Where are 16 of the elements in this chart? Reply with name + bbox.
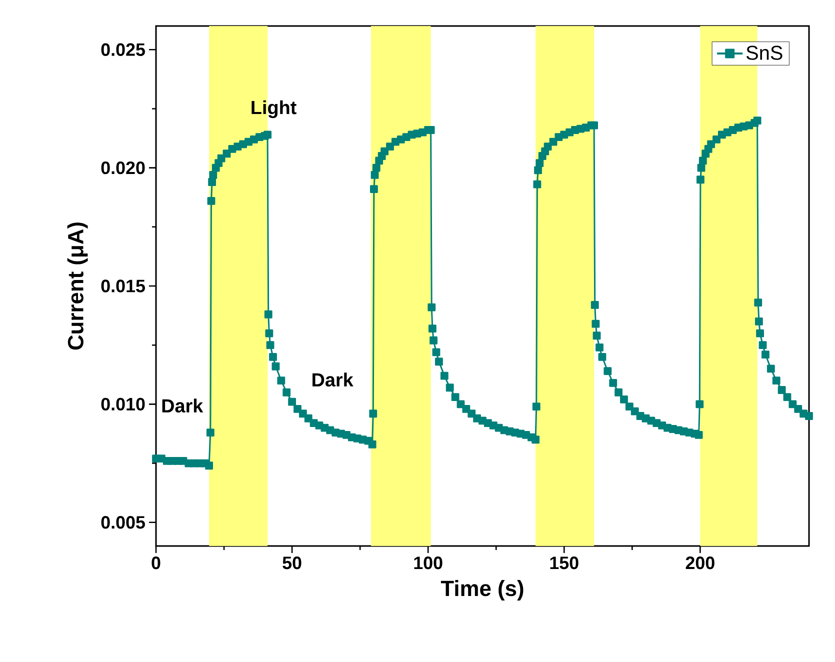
x-tick-label: 150 (550, 556, 578, 570)
x-tick-label: 0 (152, 556, 160, 570)
y-tick-label: 0.015 (101, 280, 145, 292)
annotation: Dark (162, 398, 204, 413)
y-tick-label: 0.005 (101, 516, 145, 529)
y-axis-title: Current (μA) (67, 222, 88, 350)
legend-label: SnS (746, 46, 782, 60)
x-axis-title: Time (s) (440, 580, 524, 600)
annotation: Light (252, 100, 296, 118)
x-tick-label: 200 (686, 556, 714, 570)
x-tick-label: 100 (414, 556, 442, 570)
y-tick-label: 0.010 (101, 398, 145, 411)
y-tick-label: 0.025 (101, 43, 145, 56)
y-tick-label: 0.020 (101, 161, 145, 174)
annotation: Dark (312, 372, 354, 387)
x-tick-label: 50 (282, 556, 302, 570)
